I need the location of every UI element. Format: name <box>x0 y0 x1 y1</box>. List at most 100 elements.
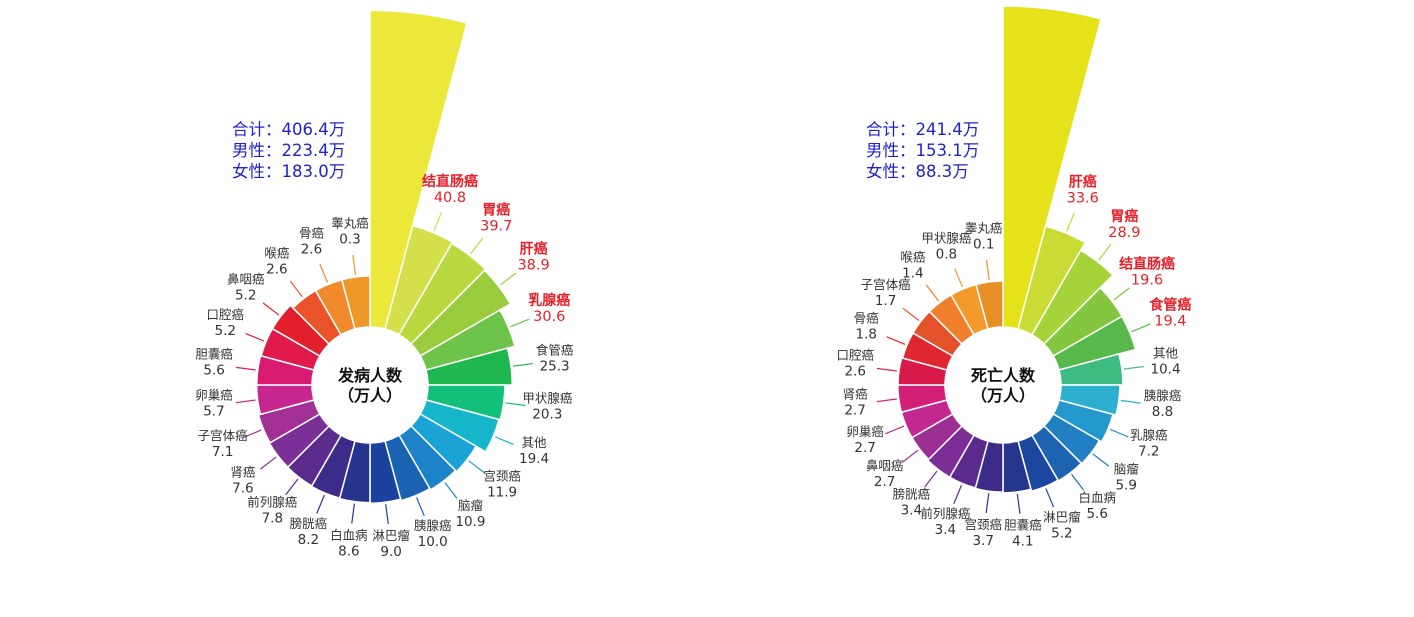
value-label: 19.4 <box>1154 314 1186 330</box>
sector-肝癌 <box>1017 225 1087 336</box>
category-label: 胰腺癌 <box>414 518 452 533</box>
category-label: 鼻咽癌 <box>866 458 904 473</box>
category-label: 肝癌 <box>520 240 548 257</box>
value-label: 2.7 <box>854 440 875 456</box>
category-label: 胃癌 <box>1110 208 1138 225</box>
leader-line <box>468 460 486 474</box>
category-label: 胆囊癌 <box>195 346 233 361</box>
sector-宫颈癌 <box>409 412 478 473</box>
sector-白血病 <box>1030 424 1083 482</box>
category-label: 食管癌 <box>536 343 574 358</box>
category-label: 子宫体癌 <box>861 277 911 292</box>
value-label: 8.6 <box>338 543 359 559</box>
sector-膀胱癌 <box>926 424 976 479</box>
chart-title: （万人） <box>971 386 1035 405</box>
leader-line <box>245 332 265 342</box>
leader-line <box>385 504 389 525</box>
incidence-chart: 肺癌82.8结直肠癌40.8胃癌39.7肝癌38.9乳腺癌30.6食管癌25.3… <box>195 9 574 560</box>
category-label: 淋巴瘤 <box>372 528 410 543</box>
sector-其他 <box>1058 353 1124 386</box>
sector-其他 <box>419 399 500 453</box>
value-label: 0.1 <box>973 236 994 252</box>
leader-line <box>924 470 938 488</box>
leader-line <box>505 402 526 407</box>
sector-结直肠癌 <box>384 224 454 336</box>
category-label: 脑瘤 <box>458 498 484 513</box>
leader-line <box>494 436 514 446</box>
category-label: 白血病 <box>1078 490 1116 505</box>
value-label: 38.9 <box>517 257 549 273</box>
category-label: 喉癌 <box>264 246 289 261</box>
leader-line <box>316 494 325 514</box>
leader-line <box>416 497 425 517</box>
category-label: 肝癌 <box>1069 173 1097 190</box>
value-label: 0.8 <box>936 246 957 262</box>
leader-line <box>954 268 963 288</box>
value-label: 20.3 <box>532 406 562 422</box>
category-label: 肾癌 <box>843 386 868 401</box>
value-label: 1.8 <box>856 326 877 342</box>
category-label: 胃癌 <box>482 201 510 218</box>
value-label: 2.6 <box>301 242 322 258</box>
leader-line <box>1092 453 1110 467</box>
value-label: 33.6 <box>1067 190 1099 206</box>
value-label: 5.2 <box>235 288 256 304</box>
category-label: 前列腺癌 <box>247 494 297 509</box>
leader-line <box>1123 365 1144 370</box>
category-label: 口腔癌 <box>837 348 875 363</box>
chart-title: （万人） <box>338 386 402 405</box>
leader-line <box>499 272 517 286</box>
value-label: 25.3 <box>540 359 570 375</box>
category-label: 子宫体癌 <box>198 428 248 443</box>
leader-line <box>885 425 905 435</box>
leader-line <box>285 478 299 496</box>
value-label: 0.3 <box>339 231 360 247</box>
category-label: 卵巢癌 <box>195 388 233 403</box>
value-label: 19.4 <box>519 451 549 467</box>
leader-line <box>1098 243 1112 261</box>
center-hub <box>947 329 1059 441</box>
leader-line <box>235 399 256 404</box>
sector-鼻咽癌 <box>271 304 331 358</box>
totals-line: 男性：223.4万 <box>232 141 345 160</box>
leader-line <box>1109 428 1129 438</box>
category-label: 骨癌 <box>854 310 879 325</box>
sector-口腔癌 <box>897 356 948 386</box>
leader-line <box>877 367 898 372</box>
leader-line <box>262 302 280 316</box>
category-label: 骨癌 <box>299 226 324 241</box>
value-label: 7.2 <box>1138 443 1159 459</box>
leader-line <box>470 237 484 255</box>
sector-肝癌 <box>409 269 512 358</box>
sector-食管癌 <box>425 347 513 386</box>
category-label: 睾丸癌 <box>331 215 369 230</box>
category-label: 喉癌 <box>900 250 925 265</box>
value-label: 5.2 <box>1051 525 1072 541</box>
sector-甲状腺癌 <box>425 384 506 421</box>
category-label: 卵巢癌 <box>846 424 884 439</box>
leader-line <box>876 398 897 403</box>
leader-line <box>260 456 277 470</box>
totals-line: 女性：88.3万 <box>866 162 969 181</box>
leader-line <box>1071 474 1085 491</box>
totals-line: 合计：241.4万 <box>866 120 979 139</box>
value-label: 5.2 <box>215 323 236 339</box>
category-label: 白血病 <box>330 527 368 542</box>
sector-肺癌 <box>369 9 468 330</box>
leader-line <box>1120 399 1141 404</box>
sector-胃癌 <box>1030 249 1114 346</box>
leader-line <box>512 362 533 367</box>
category-label: 甲状腺癌 <box>522 390 572 405</box>
value-label: 8.8 <box>1152 404 1173 420</box>
sector-胰腺癌 <box>1058 384 1121 417</box>
leader-line <box>953 485 963 504</box>
chart-title: 发病人数 <box>337 366 403 385</box>
value-label: 2.7 <box>874 474 895 490</box>
category-label: 胆囊癌 <box>1004 518 1042 533</box>
category-label: 其他 <box>522 435 548 450</box>
value-label: 3.4 <box>901 502 922 518</box>
value-label: 30.6 <box>533 309 565 325</box>
category-label: 睾丸癌 <box>965 220 1003 235</box>
category-label: 鼻咽癌 <box>227 272 265 287</box>
